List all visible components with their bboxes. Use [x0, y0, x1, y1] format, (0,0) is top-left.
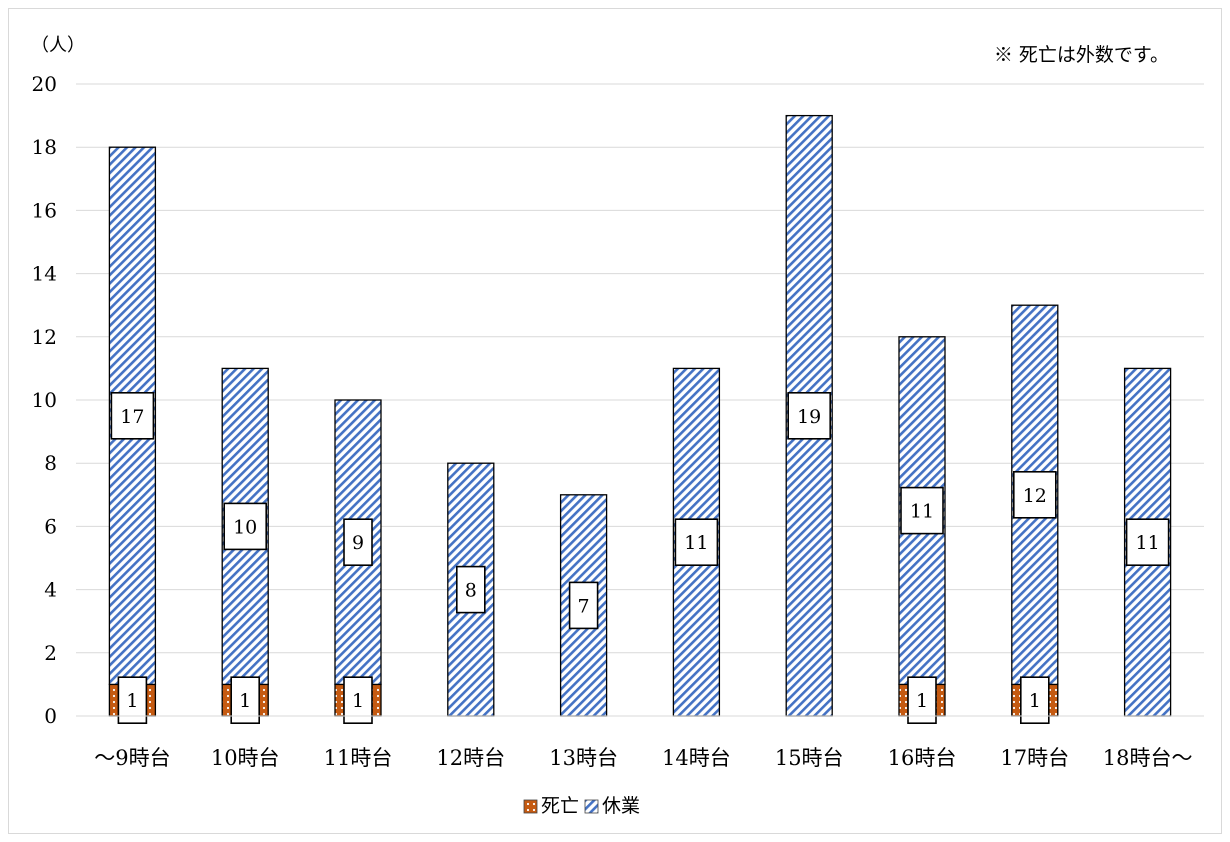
- y-tick-label: 0: [44, 704, 57, 728]
- x-tick-label: 10時台: [211, 746, 280, 770]
- x-tick-label: ～9時台: [94, 746, 170, 770]
- y-tick-label: 18: [32, 135, 57, 159]
- y-tick-label: 6: [44, 514, 57, 538]
- y-axis-unit-label: （人）: [31, 35, 85, 56]
- data-label: 17: [120, 406, 144, 428]
- y-axis-ticks: 0 2 4 6 8 10 12 14 16 18 20: [32, 72, 57, 728]
- data-label: 1: [352, 690, 364, 712]
- x-tick-label: 12時台: [436, 746, 505, 770]
- data-label-box: [1125, 518, 1170, 567]
- data-label: 1: [239, 690, 251, 712]
- data-label-box: [787, 391, 832, 440]
- x-tick-label: 14時台: [662, 746, 731, 770]
- legend: 死亡 休業: [523, 795, 640, 817]
- x-axis-ticks: ～9時台 10時台 11時台 12時台 13時台 14時台 15時台 16時台 17時台 18時台…: [94, 746, 1192, 770]
- y-tick-label: 10: [32, 388, 57, 412]
- data-label: 11: [910, 501, 934, 523]
- data-label: 1: [126, 690, 138, 712]
- data-label: 12: [1023, 485, 1047, 507]
- data-label-box: [568, 581, 599, 630]
- x-tick-label: 15時台: [775, 746, 844, 770]
- legend-label-leave: 休業: [602, 795, 640, 817]
- data-label: 10: [233, 516, 257, 538]
- x-tick-label: 16時台: [888, 746, 957, 770]
- x-tick-label: 17時台: [1000, 746, 1069, 770]
- x-tick-label: 11時台: [324, 746, 393, 770]
- x-tick-label: 18時台～: [1103, 746, 1193, 770]
- data-label: 8: [465, 580, 477, 602]
- chart-frame: 0 2 4 6 8 10 12 14 16 18 20 1 17 1 10 1 9 8 7 11 19 1 11 1 12 11…: [8, 8, 1222, 834]
- data-label: 1: [916, 690, 928, 712]
- legend-label-death: 死亡: [541, 795, 579, 817]
- y-tick-label: 4: [44, 578, 57, 602]
- data-label-box: [223, 502, 267, 551]
- x-tick-label: 13時台: [549, 746, 618, 770]
- y-tick-label: 20: [32, 72, 57, 96]
- y-tick-label: 2: [44, 641, 57, 665]
- data-label: 11: [1136, 532, 1160, 554]
- data-label-box: [455, 565, 486, 614]
- data-label-box: [674, 518, 719, 567]
- data-label-box: [1012, 470, 1057, 519]
- y-tick-label: 8: [44, 451, 57, 475]
- bars: [108, 114, 1172, 717]
- data-label: 7: [578, 595, 590, 617]
- y-tick-label: 12: [32, 325, 57, 349]
- data-label-box: [900, 486, 944, 535]
- legend-swatch-leave: [584, 799, 599, 814]
- data-label: 11: [684, 532, 708, 554]
- data-label-box: [343, 518, 373, 567]
- data-label: 19: [797, 406, 821, 428]
- chart-note: ※ 死亡は外数です。: [994, 44, 1169, 66]
- y-tick-label: 16: [32, 198, 57, 222]
- data-label: 9: [352, 532, 364, 554]
- y-tick-label: 14: [32, 262, 57, 286]
- legend-swatch-death: [523, 799, 538, 814]
- data-label-box: [110, 391, 155, 440]
- data-label: 1: [1029, 690, 1041, 712]
